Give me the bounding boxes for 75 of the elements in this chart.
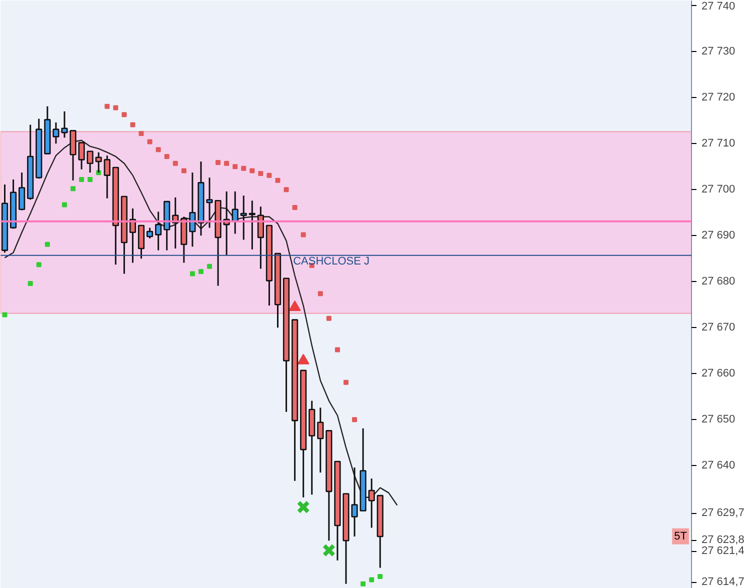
point: [28, 280, 33, 286]
point: [288, 300, 301, 312]
y-tick-label: 27 660: [702, 368, 736, 380]
point: [318, 291, 323, 296]
candlestick: [146, 227, 154, 240]
candlestick: [248, 200, 256, 250]
candlestick: [317, 406, 324, 474]
point: [88, 176, 93, 182]
point: [113, 105, 118, 110]
y-tick-label: 27 720: [702, 92, 736, 104]
candlestick: [52, 122, 60, 144]
point: [156, 147, 161, 152]
y-tick-label: 27 650: [702, 414, 736, 426]
point: [2, 312, 8, 318]
point: [326, 316, 332, 321]
y-tick-label: 27 621,4: [702, 545, 744, 558]
point: [207, 264, 212, 269]
point: [250, 168, 255, 174]
point: [44, 242, 50, 247]
y-tick-label: 27 623,8: [702, 534, 744, 546]
y-tick-label: 27 740: [702, 0, 736, 12]
point: [232, 164, 238, 170]
y-tick-label: 27 690: [702, 230, 736, 242]
candlestick: [18, 172, 26, 212]
point: [198, 268, 204, 274]
candlestick: [95, 152, 102, 174]
point: [147, 139, 152, 144]
annotation: 5T: [674, 530, 688, 542]
point: [172, 160, 178, 166]
candlestick: [257, 206, 264, 270]
point: [258, 170, 264, 176]
point: [334, 347, 340, 352]
candlestick: [232, 190, 238, 235]
point: [62, 202, 67, 208]
candlestick: [86, 150, 94, 174]
y-tick-label: 27 680: [702, 276, 736, 288]
y-tick-label: 27 640: [702, 460, 736, 472]
point: [360, 581, 366, 586]
candlestick: [104, 154, 110, 200]
candlestick: [155, 210, 162, 252]
point: [266, 172, 272, 178]
candlestick: [368, 478, 375, 529]
point: [190, 271, 195, 276]
y-tick-label: 27 670: [702, 322, 736, 334]
point: [275, 178, 280, 183]
point: [181, 168, 186, 174]
y-tick-label: 27 710: [702, 138, 736, 150]
y-tick-label: 27 730: [702, 46, 736, 58]
point: [164, 154, 170, 159]
point: [224, 160, 230, 166]
ref-line-label: CASHCLOSE J: [293, 255, 370, 268]
point: [322, 544, 336, 557]
point: [300, 232, 306, 238]
point: [241, 166, 246, 171]
candlestick: [138, 224, 145, 260]
y-tick-label: 27 629,7: [702, 507, 744, 520]
point: [296, 500, 310, 514]
line-series: [4, 140, 398, 506]
candlestick: [240, 194, 247, 240]
point: [79, 176, 84, 182]
point: [138, 130, 144, 136]
point: [104, 104, 110, 109]
point: [284, 187, 289, 192]
point: [352, 417, 358, 422]
point: [369, 577, 374, 582]
point: [344, 380, 348, 385]
point: [70, 186, 76, 192]
point: [130, 122, 136, 128]
point: [292, 205, 298, 210]
point: [36, 262, 42, 268]
point: [122, 112, 127, 118]
point: [378, 574, 383, 580]
point: [216, 160, 221, 165]
y-tick-label: 27 614,7: [702, 576, 744, 588]
y-tick-label: 27 700: [702, 184, 736, 196]
